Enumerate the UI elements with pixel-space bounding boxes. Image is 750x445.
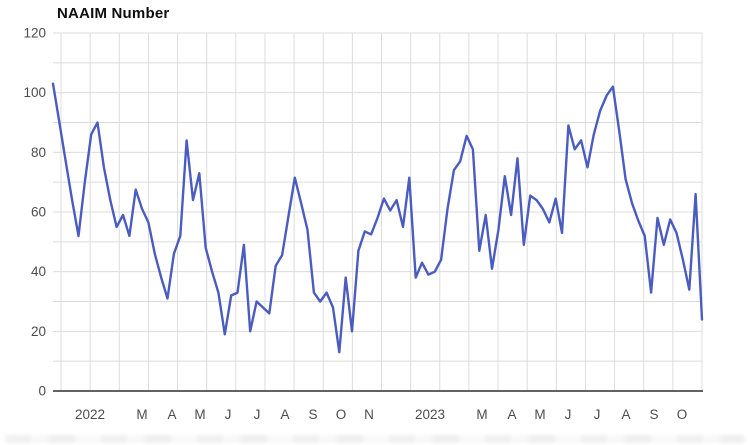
- x-tick-label: 2022: [75, 407, 105, 422]
- page-bottom-blur-artifact: [5, 435, 745, 443]
- x-tick-label: J: [254, 407, 261, 422]
- y-tick-label: 80: [31, 145, 46, 160]
- x-tick-label: J: [594, 407, 601, 422]
- y-tick-label: 100: [23, 85, 46, 100]
- x-tick-label: A: [280, 407, 289, 422]
- x-tick-label: M: [136, 407, 147, 422]
- chart-title: NAAIM Number: [57, 5, 170, 22]
- x-tick-label: O: [677, 407, 688, 422]
- x-tick-label: 2023: [415, 407, 445, 422]
- x-tick-label: M: [194, 407, 205, 422]
- x-tick-label: N: [364, 407, 374, 422]
- y-tick-label: 120: [23, 26, 46, 41]
- y-tick-label: 0: [38, 384, 46, 399]
- x-tick-label: O: [336, 407, 347, 422]
- x-tick-label: S: [649, 407, 658, 422]
- y-tick-label: 60: [31, 205, 46, 220]
- line-chart: 0 20 40 60 80 100 120 2022 M A M J J A S O N 2023 M A M J J A S O: [23, 26, 704, 422]
- x-tick-label: S: [308, 407, 317, 422]
- x-tick-label: A: [167, 407, 176, 422]
- naaim-number-line: [51, 82, 704, 354]
- x-tick-label: M: [476, 407, 487, 422]
- x-tick-label: M: [534, 407, 545, 422]
- y-tick-label: 20: [31, 324, 46, 339]
- x-tick-label: J: [565, 407, 572, 422]
- x-tick-label: A: [507, 407, 516, 422]
- x-tick-label: J: [225, 407, 232, 422]
- x-tick-label: A: [621, 407, 630, 422]
- y-tick-label: 40: [31, 264, 46, 279]
